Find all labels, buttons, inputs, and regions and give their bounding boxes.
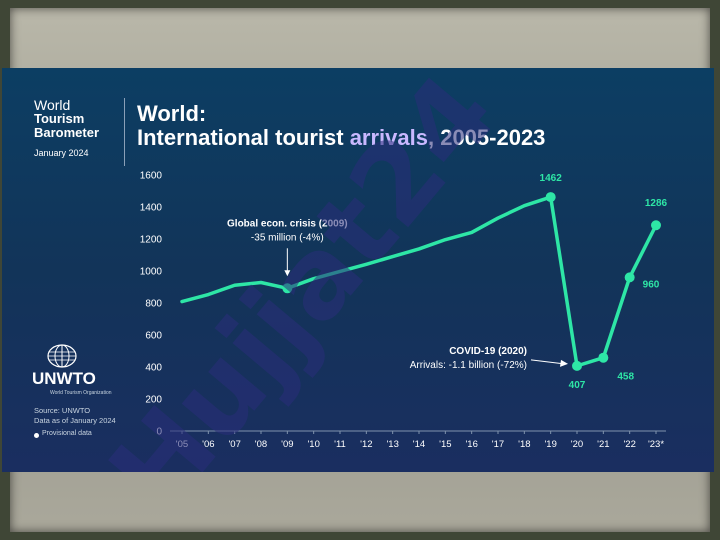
- y-tick-label: 1400: [140, 203, 163, 214]
- header-divider: [124, 98, 125, 166]
- source-text: Source: UNWTO: [34, 406, 91, 415]
- brand-line-2: Tourism: [34, 111, 85, 126]
- globe-logo-icon: [47, 344, 77, 368]
- y-tick-label: 400: [145, 363, 162, 374]
- brand-line-3: Barometer: [34, 125, 100, 140]
- logo-name: UNWTO: [32, 369, 96, 388]
- x-tick-label: '18: [518, 439, 530, 450]
- y-tick-label: 1600: [140, 171, 163, 182]
- y-tick-label: 1200: [140, 235, 163, 246]
- x-tick-label: '07: [228, 439, 240, 450]
- x-tick-label: '15: [439, 439, 451, 450]
- annotation-arrow-line: [530, 359, 565, 365]
- arrivals-chart: 0 200 400 600 800 1000 1200 1400 1600 '05 '06 '07 '0…: [140, 171, 668, 451]
- brand-date: January 2024: [34, 148, 89, 158]
- data-label: 458: [617, 372, 634, 383]
- data-label: 1286: [645, 198, 668, 209]
- x-tick-label: '23*: [648, 439, 664, 450]
- title-line-2: International tourist arrivals, 2005-202…: [137, 125, 546, 150]
- x-tick-label: '21: [597, 439, 609, 450]
- annotation-title: COVID-19 (2020): [449, 346, 527, 357]
- annotation-text: -35 million (-4%): [251, 232, 324, 243]
- annotation-title: Global econ. crisis (2009): [227, 218, 348, 229]
- x-tick-label: '09: [281, 439, 293, 450]
- annotation-arrow-head: [284, 270, 291, 277]
- y-tick-label: 800: [145, 299, 162, 310]
- x-tick-label: '11: [334, 439, 346, 450]
- title-highlight: arrivals: [349, 125, 428, 150]
- y-tick-label: 1000: [140, 267, 163, 278]
- x-tick-label: '20: [571, 439, 583, 450]
- data-point-marker: [572, 360, 582, 371]
- brand-line-1: World: [34, 97, 71, 113]
- logo-subtitle: World Tourism Organization: [50, 390, 112, 396]
- x-tick-label: '19: [544, 439, 556, 450]
- x-tick-label: '06: [202, 439, 214, 450]
- x-tick-label: '13: [386, 439, 398, 450]
- data-as-of-text: Data as of January 2024: [34, 416, 116, 425]
- data-point-marker: [545, 192, 556, 203]
- title-line-1: World:: [137, 101, 207, 126]
- provisional-legend-dot: [34, 433, 39, 438]
- data-label: 960: [643, 279, 660, 290]
- y-tick-label: 0: [156, 427, 162, 438]
- x-tick-label: '08: [255, 439, 267, 450]
- x-tick-label: '22: [623, 439, 635, 450]
- provisional-legend-label: Provisional data: [42, 430, 92, 437]
- watermark-text: Hujjat24: [85, 68, 521, 472]
- slide: World Tourism Barometer January 2024 Wor…: [2, 68, 714, 472]
- watermark: Hujjat24: [85, 68, 521, 472]
- y-tick-label: 200: [145, 395, 162, 406]
- annotation-text: Arrivals: -1.1 billion (-72%): [410, 360, 527, 371]
- data-point-marker: [624, 272, 635, 283]
- data-point-marker: [598, 352, 609, 363]
- annotation-arrow-head: [560, 359, 568, 367]
- x-tick-label: '05: [176, 439, 188, 450]
- x-tick-label: '14: [413, 439, 425, 450]
- data-point-marker: [282, 283, 293, 294]
- y-tick-label: 600: [145, 331, 162, 342]
- x-tick-label: '17: [492, 439, 504, 450]
- x-tick-label: '16: [465, 439, 477, 450]
- x-tick-label: '10: [307, 439, 319, 450]
- x-tick-label: '12: [360, 439, 372, 450]
- data-point-marker: [651, 220, 661, 231]
- data-label: 1462: [540, 173, 563, 184]
- data-label: 407: [569, 380, 586, 391]
